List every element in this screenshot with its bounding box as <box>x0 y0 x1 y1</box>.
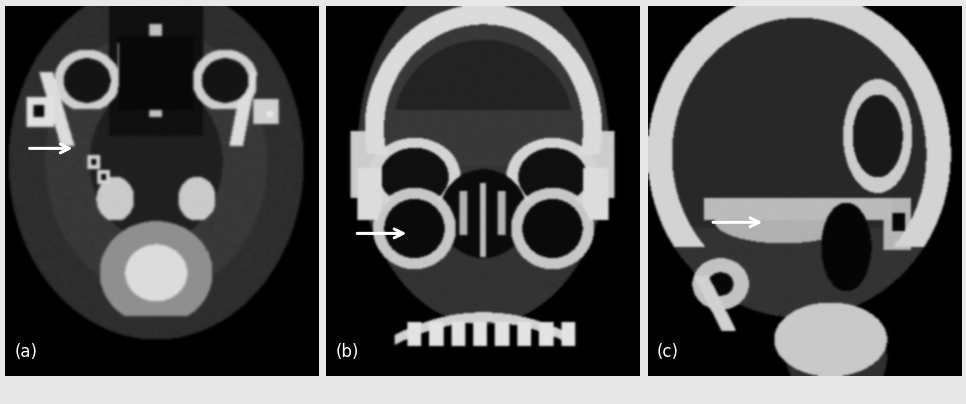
Text: (c): (c) <box>657 343 679 361</box>
Text: (a): (a) <box>14 343 38 361</box>
Text: (b): (b) <box>335 343 359 361</box>
